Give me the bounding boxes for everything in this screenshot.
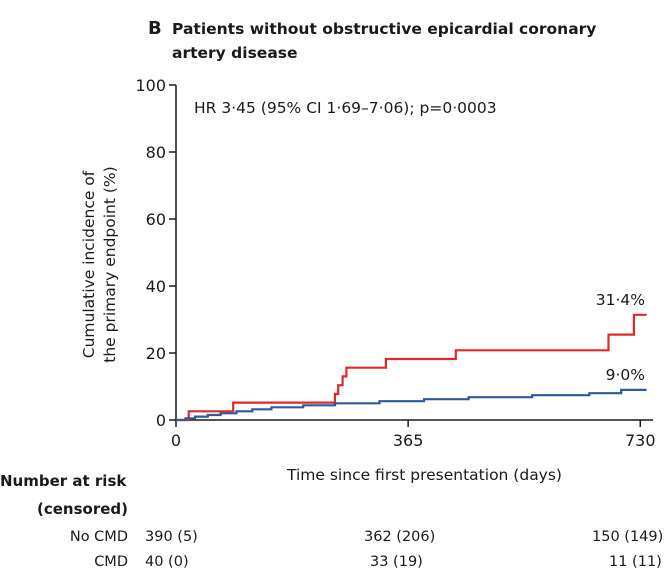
risk-cell-cmd-day730: 11 (11) (609, 554, 662, 570)
risk-table-header-line-2: (censored) (37, 500, 128, 518)
risk-cell-cmd-day365: 33 (19) (370, 554, 423, 570)
y-tick-label: 20 (146, 344, 166, 363)
y-tick-label: 100 (135, 76, 166, 95)
chart-title-line-1: Patients without obstructive epicardial … (172, 20, 597, 38)
x-axis-label: Time since first presentation (days) (286, 466, 562, 484)
risk-row-label-no-cmd: No CMD (69, 529, 128, 545)
y-axis-label-line-2: the primary endpoint (%) (101, 166, 119, 362)
y-axis-label-line-1: Cumulative incidence of (80, 170, 98, 358)
series-line-no-cmd (176, 388, 647, 422)
y-tick-label: 40 (146, 277, 166, 296)
x-tick-label: 365 (393, 431, 424, 450)
x-tick-label: 0 (171, 431, 181, 450)
risk-table-header-line-1: Number at risk (0, 472, 127, 490)
y-tick-label: 60 (146, 210, 166, 229)
risk-cell-no-cmd-day730: 150 (149) (592, 529, 664, 545)
end-label-cmd: 31·4% (596, 291, 645, 309)
risk-row-label-cmd: CMD (94, 554, 128, 570)
end-label-no-cmd: 9·0% (606, 366, 645, 384)
risk-cell-cmd-day0: 40 (0) (145, 554, 189, 570)
risk-cell-no-cmd-day365: 362 (206) (364, 529, 436, 545)
chart-title-line-2: artery disease (172, 44, 298, 62)
series-line-cmd (176, 313, 647, 422)
risk-cell-no-cmd-day0: 390 (5) (145, 529, 198, 545)
panel-letter: B (148, 18, 162, 39)
y-tick-label: 80 (146, 143, 166, 162)
hazard-ratio-annotation: HR 3·45 (95% CI 1·69–7·06); p=0·0003 (194, 99, 497, 117)
x-tick-label: 730 (625, 431, 656, 450)
y-tick-label: 0 (156, 411, 166, 430)
